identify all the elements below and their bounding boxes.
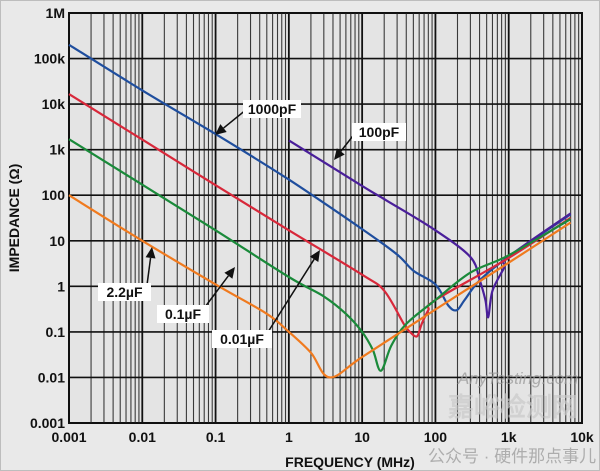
series-line-22f	[68, 194, 572, 379]
watermark-text-url: AnyTesting.com	[457, 369, 578, 388]
annotation-box	[98, 283, 151, 301]
annotation-box	[243, 100, 301, 118]
y-tick-label: 1	[57, 278, 65, 294]
arrow-head-icon	[309, 250, 320, 262]
y-tick-label: 100k	[34, 51, 65, 67]
watermark-text-account: 公众号 · 硬件那点事儿	[428, 447, 596, 466]
x-axis-label: FREQUENCY (MHz)	[285, 454, 415, 470]
watermark: AnyTesting.com 嘉峪检测网 公众号 · 硬件那点事儿	[428, 369, 596, 466]
y-tick-label: 0.01	[38, 369, 65, 385]
y-axis-label: IMPEDANCE (Ω)	[6, 164, 22, 272]
arrow-line	[204, 275, 229, 308]
x-tick-label: 100	[424, 429, 448, 445]
annotation-100pf: 100pF	[334, 123, 406, 160]
annotation-label: 2.2µF	[106, 284, 143, 300]
annotation-1000pf: 1000pF	[215, 100, 301, 135]
y-tick-label: 10	[49, 233, 65, 249]
y-tick-label: 10k	[42, 96, 66, 112]
arrow-head-icon	[334, 148, 345, 160]
annotation-label: 100pF	[359, 124, 400, 140]
tick-labels: 0.001 0.01 0.1 1 10 100 1k 10k 0.001 0.01 0.1 1 10 10…	[30, 5, 594, 445]
x-tick-label: 1	[285, 429, 293, 445]
y-tick-label: 1k	[49, 142, 65, 158]
annotation-22f: 2.2µF	[98, 247, 156, 301]
annotation-label: 1000pF	[248, 101, 297, 117]
annotation-001f: 0.01µF	[212, 250, 320, 348]
x-tick-label: 10k	[570, 429, 594, 445]
x-tick-label: 0.1	[206, 429, 226, 445]
x-tick-label: 1k	[501, 429, 517, 445]
arrow-head-icon	[145, 247, 156, 259]
annotation-box	[212, 330, 272, 348]
annotation-box	[352, 123, 406, 141]
x-tick-label: 0.01	[129, 429, 156, 445]
annotation-01f: 0.1µF	[157, 267, 235, 323]
arrow-line	[146, 257, 152, 286]
x-tick-label: 10	[354, 429, 370, 445]
watermark-text-site: 嘉峪检测网	[448, 392, 578, 422]
annotation-label: 0.1µF	[165, 306, 202, 322]
arrow-head-icon	[215, 124, 227, 135]
plot-area	[68, 12, 583, 424]
grid	[68, 12, 583, 424]
annotation-box	[157, 305, 209, 323]
y-tick-label: 1M	[46, 5, 65, 21]
x-tick-label: 0.001	[51, 429, 86, 445]
arrow-head-icon	[224, 267, 235, 279]
annotation-label: 0.01µF	[220, 331, 264, 347]
y-tick-label: 0.1	[46, 324, 66, 340]
series-line-01f	[68, 138, 572, 372]
curves	[68, 43, 572, 379]
annotations: 1000pF 100pF 2.2µF 0.1µF 0.01µF	[98, 100, 406, 348]
arrow-line	[267, 258, 315, 333]
y-tick-label: 0.001	[30, 415, 65, 431]
y-tick-label: 100	[42, 187, 66, 203]
